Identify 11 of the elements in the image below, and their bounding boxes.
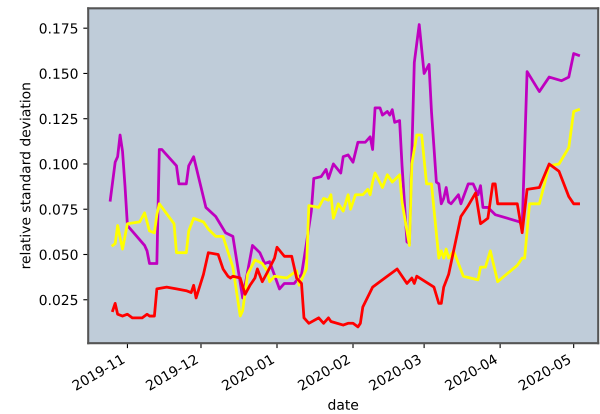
y-tick-label: 0.150 [40, 68, 78, 79]
y-tick-label: 0.125 [40, 114, 78, 124]
y-axis-title: relative standard deviation [20, 83, 30, 268]
y-tick-label: 0.100 [40, 158, 78, 170]
y-tick-label: 0.025 [40, 294, 78, 306]
y-tick-label: 0.075 [40, 204, 78, 215]
line-series [111, 162, 580, 328]
y-tick-label: 0.175 [40, 23, 78, 34]
line-series [111, 108, 580, 318]
y-tick-label: 0.050 [40, 249, 78, 260]
x-axis-title: date [328, 399, 358, 410]
